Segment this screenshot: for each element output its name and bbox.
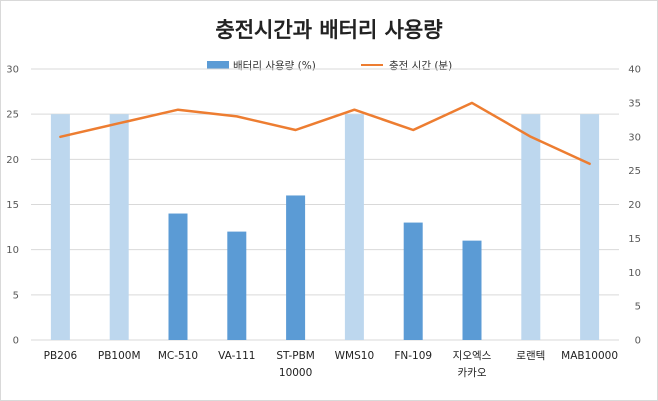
bar bbox=[50, 114, 70, 341]
bar-layer bbox=[50, 114, 600, 341]
bar bbox=[462, 240, 482, 340]
y-right-tick-label: 20 bbox=[628, 200, 641, 211]
x-category-label: VA-111 bbox=[218, 350, 255, 362]
y-left-tick-label: 15 bbox=[6, 200, 19, 211]
chart-title: 충전시간과 배터리 사용량 bbox=[215, 18, 442, 42]
grid-layer bbox=[31, 68, 619, 341]
y-right-tick-label: 40 bbox=[628, 65, 641, 76]
legend-bar-label: 배터리 사용량 (%) bbox=[233, 60, 316, 72]
legend: 배터리 사용량 (%) 충전 시간 (분) bbox=[207, 60, 452, 72]
legend-bar-swatch bbox=[207, 61, 229, 69]
y-axis-right: 0 5 10 15 20 25 30 35 40 bbox=[628, 65, 641, 347]
bar bbox=[227, 231, 247, 340]
x-category-label: 지오엑스 bbox=[453, 350, 492, 362]
x-category-label: 카카오 bbox=[458, 367, 487, 379]
x-category-label: FN-109 bbox=[394, 350, 432, 362]
y-right-tick-label: 30 bbox=[628, 132, 641, 143]
bar bbox=[403, 222, 423, 340]
x-category-label: PB206 bbox=[44, 350, 78, 362]
y-left-tick-label: 5 bbox=[13, 290, 19, 301]
y-right-tick-label: 35 bbox=[628, 98, 641, 109]
y-right-tick-label: 10 bbox=[628, 268, 641, 279]
y-left-tick-label: 20 bbox=[6, 155, 19, 166]
x-category-label: 로랜텍 bbox=[516, 350, 545, 362]
bar bbox=[168, 213, 188, 340]
x-category-label: MAB10000 bbox=[561, 350, 618, 362]
bar bbox=[580, 114, 600, 341]
bar bbox=[286, 195, 306, 340]
y-left-tick-label: 25 bbox=[6, 110, 19, 121]
bar bbox=[109, 114, 129, 341]
y-left-tick-label: 10 bbox=[6, 245, 19, 256]
bar bbox=[344, 114, 364, 341]
line-layer bbox=[59, 101, 591, 166]
x-axis: PB206 PB100M MC-510 VA-111 ST-PBM 10000 WMS10 F… bbox=[44, 350, 618, 379]
charging-time-line bbox=[59, 101, 591, 166]
y-right-tick-label: 15 bbox=[628, 234, 641, 245]
x-category-label: PB100M bbox=[98, 350, 141, 362]
y-axis-left: 0 5 10 15 20 25 30 bbox=[6, 65, 19, 347]
legend-line-label: 충전 시간 (분) bbox=[389, 60, 452, 72]
y-right-tick-label: 25 bbox=[628, 166, 641, 177]
bar bbox=[521, 114, 541, 341]
x-category-label: WMS10 bbox=[335, 350, 374, 362]
y-left-tick-label: 30 bbox=[6, 65, 19, 76]
x-category-label: 10000 bbox=[279, 367, 312, 379]
x-category-label: ST-PBM bbox=[276, 350, 315, 362]
y-right-tick-label: 0 bbox=[635, 336, 641, 347]
x-category-label: MC-510 bbox=[158, 350, 198, 362]
y-left-tick-label: 0 bbox=[13, 336, 19, 347]
y-right-tick-label: 5 bbox=[635, 302, 641, 313]
